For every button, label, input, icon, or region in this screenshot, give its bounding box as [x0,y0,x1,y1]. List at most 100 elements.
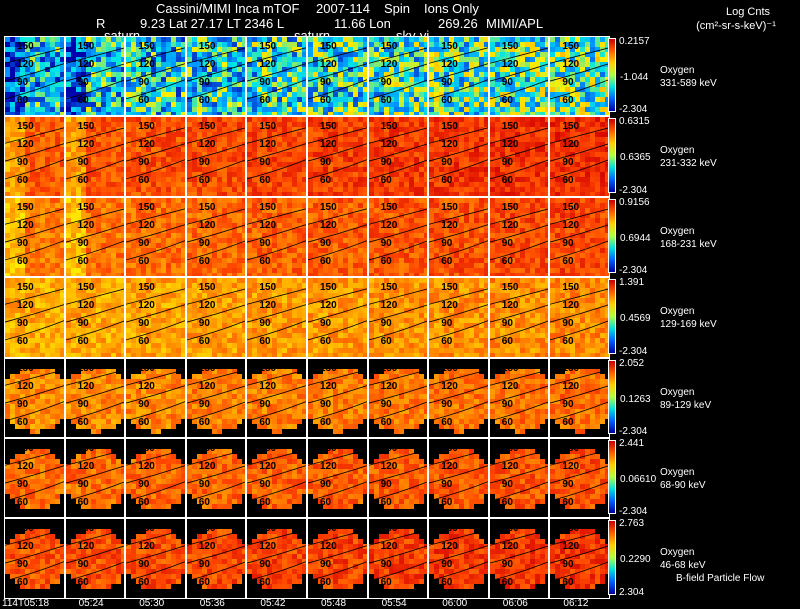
colorbar-min: -2.304 [619,506,648,518]
sky-map-panel: 150 120 90 60 [549,36,610,117]
colorbar-min: -2.304 [619,265,648,277]
row-energy-label: 231-332 keV [660,158,717,170]
panel-tick-label: 120 [259,380,277,392]
panel-tick-label: 90 [259,77,271,88]
panel-tick-label: 90 [562,559,574,571]
panel-tick-label: 60 [77,577,89,589]
colorbar-mid: -1.044 [620,72,649,83]
panel-tick-label: 90 [138,237,150,249]
sky-map-panel: 150 120 90 60 [307,438,368,519]
colorbar-mid: 0.6944 [620,232,651,244]
panel-tick-label: 60 [17,255,29,267]
sky-map-panel: 150 120 90 60 [246,277,307,358]
sky-map-panel: 150 120 90 60 [428,357,489,438]
sky-map-panel: 150 120 90 60 [488,36,550,117]
sky-map-panel: 150 120 90 60 [367,357,429,438]
panel-tick-label: 90 [320,237,332,249]
sky-map-panel: 150 120 90 60 [185,36,247,117]
panel-tick-label: 150 [320,523,337,535]
panel-tick-label: 60 [320,336,332,348]
panel-tick-label: 60 [441,255,453,267]
sky-map-panel: 150 120 90 60 [488,277,550,358]
panel-tick-label: 150 [380,41,398,52]
sky-map-panel: 150 120 90 60 [4,36,65,117]
panel-tick-label: 60 [380,577,392,589]
panel-tick-label: 60 [562,577,574,589]
panel-tick-label: 90 [441,479,453,490]
panel-tick-label: 90 [259,157,271,169]
panel-tick-label: 150 [259,362,277,374]
sky-map-panel: 150 120 90 60 [185,357,247,438]
sky-map-panel: 150 120 90 60 [428,438,489,519]
sky-map-panel: 150 120 90 60 [246,438,307,519]
panel-tick-label: 90 [562,398,574,410]
panel-tick-label: 90 [441,157,453,169]
panel-tick-label: 90 [77,559,89,571]
panel-tick-label: 60 [259,577,271,589]
panel-tick-label: 120 [320,59,337,70]
panel-tick-label: 90 [198,77,210,88]
colorbar-min: 2.304 [619,586,645,598]
panel-tick-label: 120 [198,380,216,392]
sky-map-panel: 150 120 90 60 [4,518,65,599]
panel-tick-label: 150 [501,41,519,52]
panel-tick-label: 90 [138,559,150,571]
sky-map-panel: 150 120 90 60 [488,196,550,278]
colorbar-min: -2.304 [619,345,648,357]
panel-tick-label: 60 [562,336,574,348]
panel-tick-label: 60 [198,497,210,508]
panel-tick-label: 60 [562,497,574,508]
panel-tick-label: 60 [138,95,150,106]
sky-map-panel: 150 120 90 60 [367,518,429,599]
time-axis-label: 05:48 [321,598,347,609]
panel-tick-label: 150 [17,282,34,294]
panel-tick-label: 60 [320,255,332,267]
panel-tick-label: 90 [501,398,513,410]
sky-map-panel: 150 120 90 60 [549,518,610,599]
panel-tick-label: 150 [259,121,277,133]
title-date: 2007-114 [316,1,370,16]
row-species-label: Oxygen [660,306,695,318]
panel-tick-label: 60 [17,577,29,589]
panel-tick-label: 90 [77,237,89,249]
panel-tick-label: 150 [320,201,337,213]
panel-tick-label: 150 [562,443,580,454]
panel-tick-label: 150 [77,201,95,213]
panel-tick-label: 90 [501,318,513,330]
panel-tick-label: 120 [138,541,155,553]
sky-map-panel: 150 120 90 60 [125,438,186,519]
panel-tick-label: 120 [17,380,34,392]
panel-tick-label: 120 [198,219,216,231]
units-unit: (cm²-sr-s-keV)⁻¹ [696,20,776,32]
panel-tick-label: 150 [501,121,519,133]
panel-tick-label: 120 [501,219,519,231]
panel-tick-label: 60 [77,336,89,348]
color-bar [608,279,616,354]
panel-tick-label: 90 [77,318,89,330]
panel-tick-label: 60 [198,175,210,187]
row-energy-label: 129-169 keV [660,319,717,331]
panel-tick-label: 60 [198,255,210,267]
panel-tick-label: 90 [380,559,392,571]
sky-map-panel: 150 120 90 60 [4,357,65,438]
panel-tick-label: 90 [501,237,513,249]
sky-map-panel: 150 120 90 60 [125,36,186,117]
panel-tick-label: 120 [380,380,398,392]
sky-map-panel: 150 120 90 60 [428,518,489,599]
panel-tick-label: 120 [441,300,458,312]
panel-tick-label: 60 [320,577,332,589]
panel-tick-label: 150 [77,282,95,294]
row-energy-label: 168-231 keV [660,238,717,250]
panel-tick-label: 60 [501,336,513,348]
panel-tick-label: 150 [501,523,519,535]
panel-tick-label: 120 [17,300,34,312]
title-mode: Spin [384,1,411,16]
panel-tick-label: 120 [259,139,277,151]
sky-map-panel: 150 120 90 60 [488,438,550,519]
panel-tick-label: 150 [320,121,337,133]
time-axis-label: 05:36 [199,598,225,609]
colorbar-max: 0.9156 [619,196,650,208]
row-species-label: Oxygen [660,145,695,157]
panel-tick-label: 60 [380,95,392,106]
colorbar-mid: 0.06610 [620,474,657,485]
